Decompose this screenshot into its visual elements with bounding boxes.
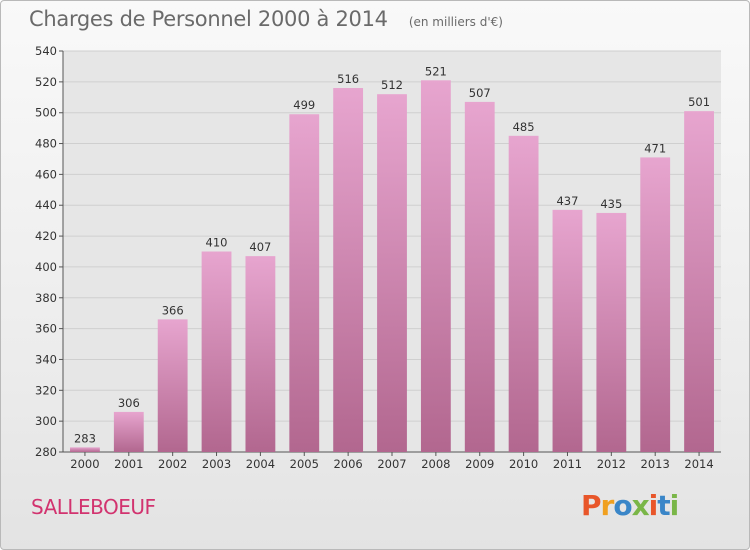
x-tick-label: 2011 <box>553 457 582 471</box>
y-tick-label: 340 <box>35 352 57 366</box>
bar <box>245 256 276 452</box>
commune-name: SALLEBOEUF <box>31 495 156 519</box>
bar <box>113 411 144 452</box>
data-label: 283 <box>74 431 96 445</box>
bar <box>420 80 451 453</box>
bar <box>289 114 320 452</box>
x-tick-label: 2009 <box>465 457 494 471</box>
data-label: 435 <box>600 197 622 211</box>
data-label: 485 <box>513 120 535 134</box>
logo-letter: t <box>657 489 670 522</box>
logo-letter: i <box>648 489 659 522</box>
y-tick-label: 540 <box>35 44 57 58</box>
logo-letter: P <box>581 489 602 522</box>
x-tick-label: 2012 <box>597 457 626 471</box>
logo-letter: r <box>600 489 615 522</box>
data-label: 437 <box>556 194 578 208</box>
x-tick-label: 2006 <box>333 457 362 471</box>
y-tick-label: 420 <box>35 229 57 243</box>
data-label: 507 <box>469 86 491 100</box>
proxiti-logo[interactable]: Proxiti <box>581 489 680 522</box>
x-tick-label: 2010 <box>509 457 538 471</box>
bar <box>640 157 671 452</box>
bar <box>596 212 627 452</box>
x-tick-label: 2002 <box>158 457 187 471</box>
data-label: 366 <box>162 303 184 317</box>
data-label: 516 <box>337 72 359 86</box>
x-tick-label: 2004 <box>246 457 275 471</box>
y-tick-label: 280 <box>35 445 57 459</box>
data-label: 501 <box>688 95 710 109</box>
data-label: 407 <box>249 240 271 254</box>
y-tick-label: 480 <box>35 137 57 151</box>
logo-letter: i <box>669 489 680 522</box>
y-tick-label: 380 <box>35 291 57 305</box>
x-tick-label: 2000 <box>70 457 99 471</box>
x-tick-label: 2001 <box>114 457 143 471</box>
bar <box>201 251 232 452</box>
y-tick-label: 520 <box>35 75 57 89</box>
y-tick-label: 460 <box>35 167 57 181</box>
chart-title: Charges de Personnel 2000 à 2014 <box>29 7 388 31</box>
x-tick-label: 2005 <box>290 457 319 471</box>
bar <box>508 135 539 453</box>
x-tick-label: 2013 <box>641 457 670 471</box>
x-tick-label: 2014 <box>684 457 713 471</box>
title-row: Charges de Personnel 2000 à 2014 (en mil… <box>29 7 503 31</box>
data-label: 410 <box>206 236 228 250</box>
logo-letter: o <box>613 489 632 522</box>
bar <box>464 101 495 453</box>
x-tick-label: 2008 <box>421 457 450 471</box>
bar <box>377 94 407 452</box>
y-tick-label: 500 <box>35 106 57 120</box>
bar <box>157 319 188 452</box>
y-tick-label: 440 <box>35 198 57 212</box>
chart-subtitle: (en milliers d'€) <box>408 15 503 29</box>
y-tick-label: 320 <box>35 383 57 397</box>
data-label: 471 <box>644 141 666 155</box>
logo-letter: x <box>631 489 650 522</box>
bar <box>684 111 714 453</box>
y-tick-label: 360 <box>35 322 57 336</box>
x-tick-label: 2003 <box>202 457 231 471</box>
data-label: 499 <box>293 98 315 112</box>
bar <box>333 88 364 452</box>
bar <box>70 447 100 452</box>
bar <box>552 209 583 452</box>
data-label: 512 <box>381 78 403 92</box>
x-tick-label: 2007 <box>377 457 406 471</box>
y-tick-label: 400 <box>35 260 57 274</box>
data-label: 306 <box>118 396 140 410</box>
y-tick-label: 300 <box>35 414 57 428</box>
data-label: 521 <box>425 64 447 78</box>
